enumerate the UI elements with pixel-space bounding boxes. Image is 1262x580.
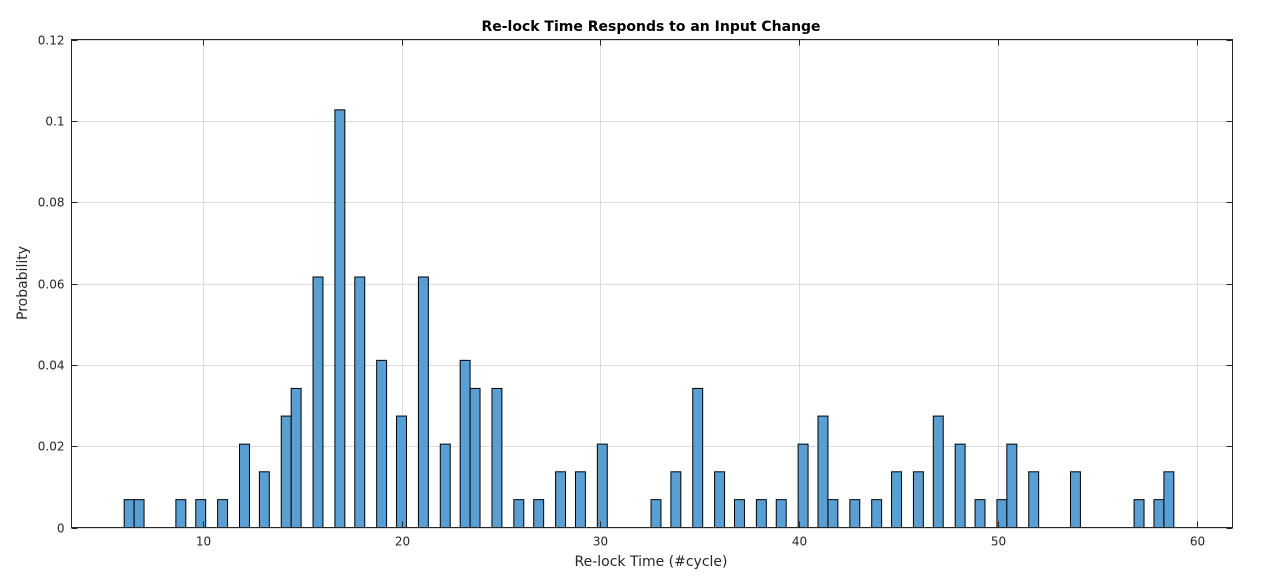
histogram-bar xyxy=(574,471,586,529)
histogram-bar xyxy=(1006,443,1018,529)
histogram-bar xyxy=(491,387,503,529)
x-axis-label: Re-lock Time (#cycle) xyxy=(574,554,727,570)
histogram-bar xyxy=(133,499,145,529)
histogram-bar xyxy=(714,471,726,529)
histogram-bar xyxy=(692,387,704,529)
plot-area-frame xyxy=(71,39,1233,528)
x-tick-label: 40 xyxy=(792,535,807,549)
histogram-bar xyxy=(1028,471,1040,529)
x-tick-label: 10 xyxy=(196,535,211,549)
x-tick-label: 60 xyxy=(1190,535,1205,549)
histogram-bar xyxy=(290,387,302,529)
histogram-bar xyxy=(258,471,270,529)
y-tick-label: 0.02 xyxy=(38,440,65,454)
histogram-bar xyxy=(827,499,839,529)
histogram-bar xyxy=(891,471,902,529)
y-tick-label: 0.1 xyxy=(45,115,64,129)
y-tick-label: 0 xyxy=(57,522,65,536)
histogram-bar xyxy=(417,276,429,528)
histogram-bar xyxy=(459,359,471,528)
histogram-bar xyxy=(817,415,829,529)
histogram-bar xyxy=(280,415,292,529)
histogram-bar xyxy=(123,499,135,529)
histogram-bar xyxy=(650,499,662,529)
histogram-bar xyxy=(849,499,861,529)
x-tick-label: 50 xyxy=(991,535,1006,549)
y-axis-label: Probability xyxy=(15,246,31,320)
histogram-bar xyxy=(775,499,787,529)
histogram-bar xyxy=(1133,499,1145,529)
histogram-bar xyxy=(513,499,525,529)
histogram-bar xyxy=(175,499,187,529)
histogram-bar xyxy=(797,443,809,529)
histogram-bar xyxy=(217,499,229,529)
y-tick-label: 0.08 xyxy=(38,196,65,210)
histogram-bar xyxy=(396,415,407,529)
histogram-bar xyxy=(596,443,608,529)
histogram-bar xyxy=(238,443,250,529)
histogram-bar xyxy=(334,109,346,528)
grid xyxy=(71,39,1233,529)
histogram-bar xyxy=(755,499,767,529)
histogram-bar xyxy=(195,499,207,529)
y-tick-label: 0.04 xyxy=(38,359,65,373)
histogram-bar xyxy=(670,471,682,529)
histogram-bar xyxy=(1069,471,1081,529)
y-tick-label: 0.12 xyxy=(38,34,65,48)
histogram-bar xyxy=(912,471,924,529)
histogram-bar xyxy=(354,276,366,528)
histogram-bar xyxy=(469,387,481,529)
histogram-bar xyxy=(555,471,567,529)
x-tick-label: 30 xyxy=(593,535,608,549)
bars xyxy=(123,109,1175,529)
y-tick-label: 0.06 xyxy=(38,278,65,292)
x-tick-label: 20 xyxy=(395,535,410,549)
histogram-bar xyxy=(312,276,324,528)
histogram-bar xyxy=(954,443,966,529)
chart-title: Re-lock Time Responds to an Input Change xyxy=(481,19,820,35)
histogram-bar xyxy=(974,499,986,529)
ticks: 10 20 30 40 50 60 0 0.02 0.04 0.06 0.08 0.1 0.12 xyxy=(38,34,1233,549)
histogram-bar xyxy=(871,499,883,529)
histogram-bar xyxy=(734,499,745,529)
histogram-bar xyxy=(932,415,944,529)
histogram-bar xyxy=(376,359,388,528)
histogram-bar xyxy=(1163,471,1175,529)
histogram-bar xyxy=(1153,499,1165,529)
histogram-bar xyxy=(439,443,451,529)
histogram-bar xyxy=(533,499,545,529)
